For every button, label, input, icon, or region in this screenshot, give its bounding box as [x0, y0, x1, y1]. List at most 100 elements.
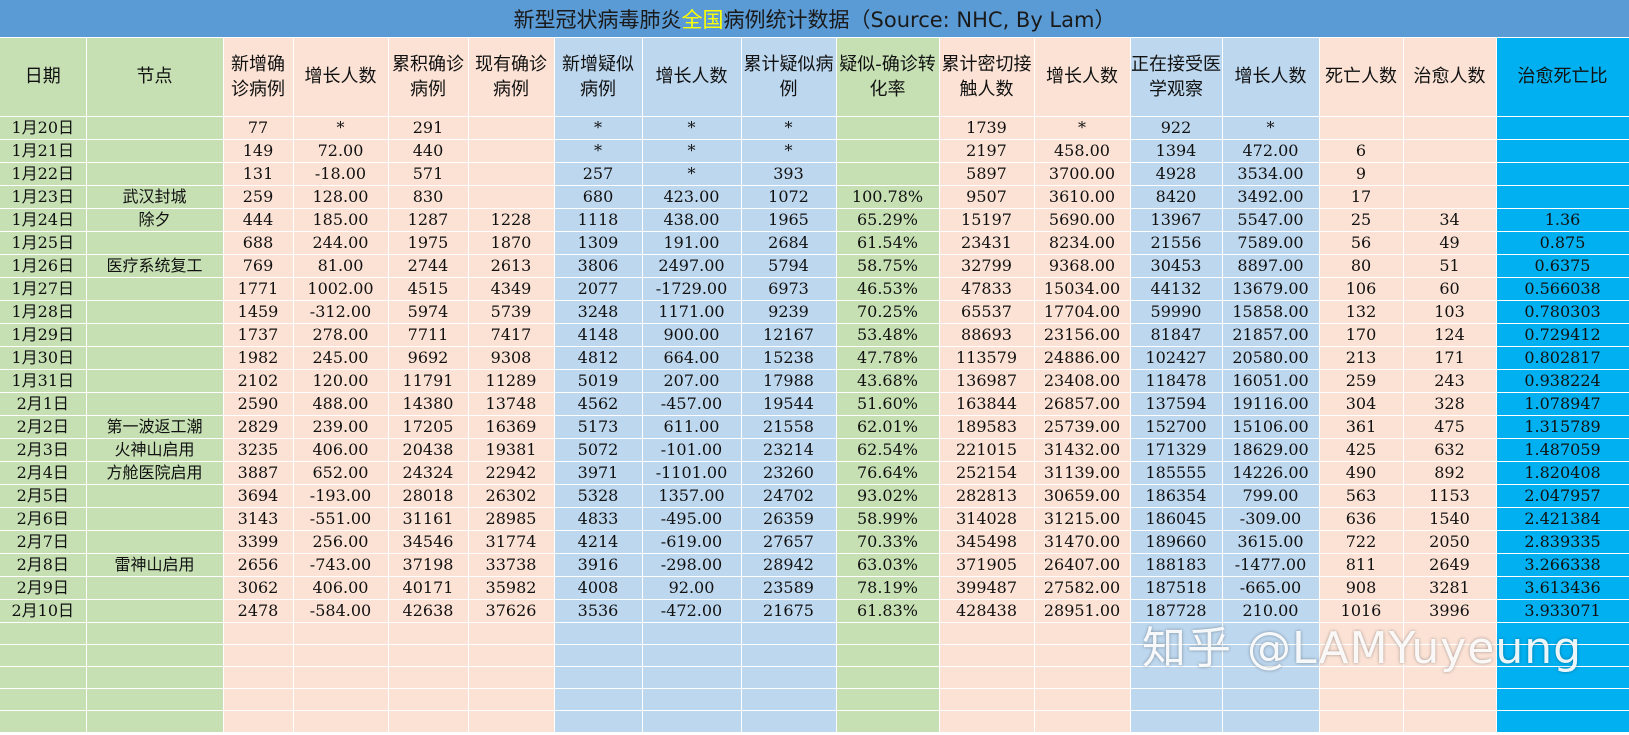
cell-confirmed-growth[interactable]: -743.00	[293, 553, 389, 577]
cell-conversion-rate[interactable]: 100.78%	[836, 185, 940, 209]
cell-current-confirmed[interactable]: 19381	[468, 438, 555, 462]
cell-new-confirmed[interactable]: 3399	[223, 530, 294, 554]
cell-observation-growth[interactable]: -1477.00	[1222, 553, 1320, 577]
cell-recovery-death-ratio[interactable]	[1496, 622, 1629, 645]
cell-recovery-death-ratio[interactable]: 3.933071	[1496, 599, 1629, 623]
cell-under-observation[interactable]: 187728	[1130, 599, 1223, 623]
cell-new-suspected[interactable]: 4008	[554, 576, 643, 600]
cell-total-suspected[interactable]	[741, 666, 837, 689]
cell-new-suspected[interactable]: 5072	[554, 438, 643, 462]
cell-recovery-death-ratio[interactable]: 0.6375	[1496, 254, 1629, 278]
cell-total-confirmed[interactable]: 5974	[388, 300, 469, 324]
cell-conversion-rate[interactable]	[836, 116, 940, 140]
cell-total-suspected[interactable]: 2684	[741, 231, 837, 255]
cell-milestone[interactable]	[86, 277, 224, 301]
cell-milestone[interactable]	[86, 576, 224, 600]
cell-conversion-rate[interactable]	[836, 688, 940, 711]
cell-date[interactable]: 2月8日	[0, 553, 87, 577]
cell-recovered[interactable]	[1403, 622, 1497, 645]
cell-recovered[interactable]: 475	[1403, 415, 1497, 439]
cell-new-suspected[interactable]: 4214	[554, 530, 643, 554]
cell-total-suspected[interactable]: 19544	[741, 392, 837, 416]
cell-new-confirmed[interactable]: 131	[223, 162, 294, 186]
cell-contacts-growth[interactable]: *	[1034, 116, 1131, 140]
cell-recovery-death-ratio[interactable]: 1.487059	[1496, 438, 1629, 462]
cell-new-suspected[interactable]: 5328	[554, 484, 643, 508]
cell-conversion-rate[interactable]: 76.64%	[836, 461, 940, 485]
cell-conversion-rate[interactable]: 70.33%	[836, 530, 940, 554]
cell-new-suspected[interactable]	[554, 688, 643, 711]
cell-recovery-death-ratio[interactable]: 3.613436	[1496, 576, 1629, 600]
cell-observation-growth[interactable]: 18629.00	[1222, 438, 1320, 462]
cell-total-suspected[interactable]: 15238	[741, 346, 837, 370]
cell-deaths[interactable]: 425	[1319, 438, 1404, 462]
cell-new-suspected[interactable]: 4812	[554, 346, 643, 370]
cell-deaths[interactable]: 908	[1319, 576, 1404, 600]
cell-conversion-rate[interactable]: 53.48%	[836, 323, 940, 347]
cell-contacts-growth[interactable]	[1034, 666, 1131, 689]
cell-observation-growth[interactable]: 210.00	[1222, 599, 1320, 623]
cell-new-suspected[interactable]: 3916	[554, 553, 643, 577]
cell-total-suspected[interactable]	[741, 644, 837, 667]
cell-observation-growth[interactable]: 14226.00	[1222, 461, 1320, 485]
cell-under-observation[interactable]: 4928	[1130, 162, 1223, 186]
cell-under-observation[interactable]: 118478	[1130, 369, 1223, 393]
cell-confirmed-growth[interactable]: 81.00	[293, 254, 389, 278]
cell-total-contacts[interactable]: 282813	[939, 484, 1035, 508]
cell-total-contacts[interactable]: 314028	[939, 507, 1035, 531]
cell-under-observation[interactable]: 171329	[1130, 438, 1223, 462]
cell-total-confirmed[interactable]	[388, 710, 469, 733]
cell-suspected-growth[interactable]	[642, 710, 742, 733]
cell-observation-growth[interactable]	[1222, 622, 1320, 645]
cell-total-confirmed[interactable]	[388, 688, 469, 711]
cell-total-contacts[interactable]: 345498	[939, 530, 1035, 554]
cell-confirmed-growth[interactable]: 185.00	[293, 208, 389, 232]
cell-total-confirmed[interactable]: 20438	[388, 438, 469, 462]
cell-suspected-growth[interactable]: 1171.00	[642, 300, 742, 324]
cell-conversion-rate[interactable]: 58.99%	[836, 507, 940, 531]
cell-conversion-rate[interactable]: 51.60%	[836, 392, 940, 416]
cell-confirmed-growth[interactable]: 488.00	[293, 392, 389, 416]
cell-new-suspected[interactable]: 257	[554, 162, 643, 186]
cell-suspected-growth[interactable]: 664.00	[642, 346, 742, 370]
cell-suspected-growth[interactable]: -1101.00	[642, 461, 742, 485]
cell-contacts-growth[interactable]: 23156.00	[1034, 323, 1131, 347]
cell-total-suspected[interactable]: 24702	[741, 484, 837, 508]
header-total-confirmed[interactable]: 累积确诊病例	[388, 38, 469, 117]
cell-observation-growth[interactable]: *	[1222, 116, 1320, 140]
cell-conversion-rate[interactable]: 65.29%	[836, 208, 940, 232]
cell-confirmed-growth[interactable]: 239.00	[293, 415, 389, 439]
cell-recovery-death-ratio[interactable]: 2.839335	[1496, 530, 1629, 554]
cell-current-confirmed[interactable]: 4349	[468, 277, 555, 301]
cell-contacts-growth[interactable]: 458.00	[1034, 139, 1131, 163]
cell-total-contacts[interactable]	[939, 622, 1035, 645]
cell-date[interactable]	[0, 666, 87, 689]
cell-milestone[interactable]	[86, 484, 224, 508]
cell-recovered[interactable]	[1403, 666, 1497, 689]
cell-new-confirmed[interactable]: 3062	[223, 576, 294, 600]
cell-suspected-growth[interactable]: 1357.00	[642, 484, 742, 508]
cell-total-confirmed[interactable]: 291	[388, 116, 469, 140]
cell-suspected-growth[interactable]: 438.00	[642, 208, 742, 232]
cell-conversion-rate[interactable]: 43.68%	[836, 369, 940, 393]
cell-conversion-rate[interactable]: 61.54%	[836, 231, 940, 255]
cell-suspected-growth[interactable]	[642, 622, 742, 645]
cell-conversion-rate[interactable]	[836, 139, 940, 163]
cell-under-observation[interactable]: 186354	[1130, 484, 1223, 508]
cell-contacts-growth[interactable]	[1034, 710, 1131, 733]
cell-total-suspected[interactable]: 1072	[741, 185, 837, 209]
cell-total-suspected[interactable]: *	[741, 139, 837, 163]
cell-recovered[interactable]: 3996	[1403, 599, 1497, 623]
cell-total-suspected[interactable]: 12167	[741, 323, 837, 347]
cell-current-confirmed[interactable]: 9308	[468, 346, 555, 370]
cell-total-confirmed[interactable]: 40171	[388, 576, 469, 600]
cell-milestone[interactable]	[86, 392, 224, 416]
cell-contacts-growth[interactable]: 8234.00	[1034, 231, 1131, 255]
cell-milestone[interactable]	[86, 231, 224, 255]
cell-observation-growth[interactable]	[1222, 666, 1320, 689]
cell-deaths[interactable]: 9	[1319, 162, 1404, 186]
cell-total-confirmed[interactable]: 7711	[388, 323, 469, 347]
cell-new-confirmed[interactable]: 3235	[223, 438, 294, 462]
cell-conversion-rate[interactable]	[836, 644, 940, 667]
cell-date[interactable]: 1月20日	[0, 116, 87, 140]
